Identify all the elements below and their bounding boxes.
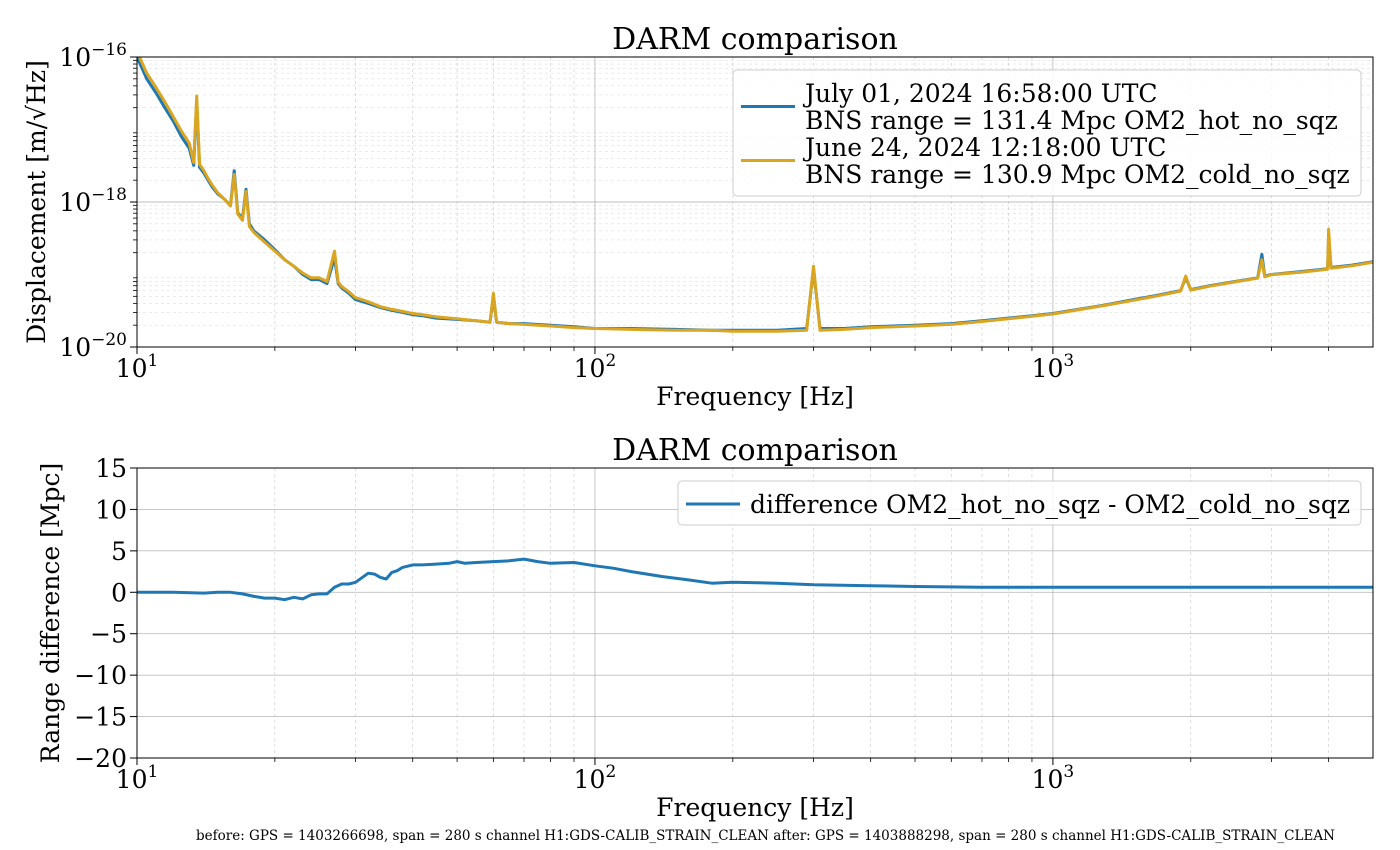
y-tick-label: 10 xyxy=(95,495,127,524)
x-tick-label: 101 xyxy=(116,351,159,383)
chart-panel-1: 101 102 103 10−16 10−18 10−20 DARM comparison F… xyxy=(22,22,1374,411)
series-line-1 xyxy=(137,557,1373,602)
footer-caption: before: GPS = 1403266698, span = 280 s c… xyxy=(196,828,1335,844)
y-tick-label: 15 xyxy=(95,454,127,483)
x-axis-label: Frequency [Hz] xyxy=(656,382,854,411)
series-line-2 xyxy=(137,57,1373,333)
y-tick-label: 10−16 xyxy=(59,40,127,72)
axes-frame xyxy=(136,56,1374,348)
legend-label: July 01, 2024 16:58:00 UTC xyxy=(802,79,1158,108)
axes-frame xyxy=(136,467,1374,759)
legend-label: BNS range = 131.4 Mpc OM2_hot_no_sqz xyxy=(805,106,1338,135)
legend-box xyxy=(732,69,1362,197)
chart-title: DARM comparison xyxy=(612,22,898,57)
y-tick-label: 5 xyxy=(111,537,127,566)
y-tick-label: 0 xyxy=(111,578,127,607)
x-axis-label: Frequency [Hz] xyxy=(656,793,854,822)
legend-label: difference OM2_hot_no_sqz - OM2_cold_no_… xyxy=(750,490,1350,519)
y-tick-label: 10−20 xyxy=(59,330,127,362)
x-tick-label: 103 xyxy=(1032,351,1075,383)
y-tick-label: −5 xyxy=(90,620,127,649)
y-axis-label: Range difference [Mpc] xyxy=(36,463,65,763)
y-tick-label: −15 xyxy=(74,703,127,732)
legend-box xyxy=(677,480,1362,526)
x-tick-label: 102 xyxy=(574,762,617,794)
chart-panel-2: 101 102 103 15 10 5 0 −5 −10 −15 −20 DARM compariso… xyxy=(36,433,1374,822)
chart-title: DARM comparison xyxy=(612,433,898,468)
x-tick-label: 102 xyxy=(574,351,617,383)
legend-label: June 24, 2024 12:18:00 UTC xyxy=(802,133,1166,162)
y-tick-label: −20 xyxy=(74,744,127,773)
x-tick-label: 103 xyxy=(1032,762,1075,794)
legend-label: BNS range = 130.9 Mpc OM2_cold_no_sqz xyxy=(805,160,1350,189)
y-axis-label: Displacement [m/√Hz] xyxy=(22,60,51,344)
y-tick-label: 10−18 xyxy=(59,185,127,217)
x-tick-label: 101 xyxy=(116,762,159,794)
legend: difference OM2_hot_no_sqz - OM2_cold_no_… xyxy=(677,480,1362,526)
y-tick-label: −10 xyxy=(74,661,127,690)
